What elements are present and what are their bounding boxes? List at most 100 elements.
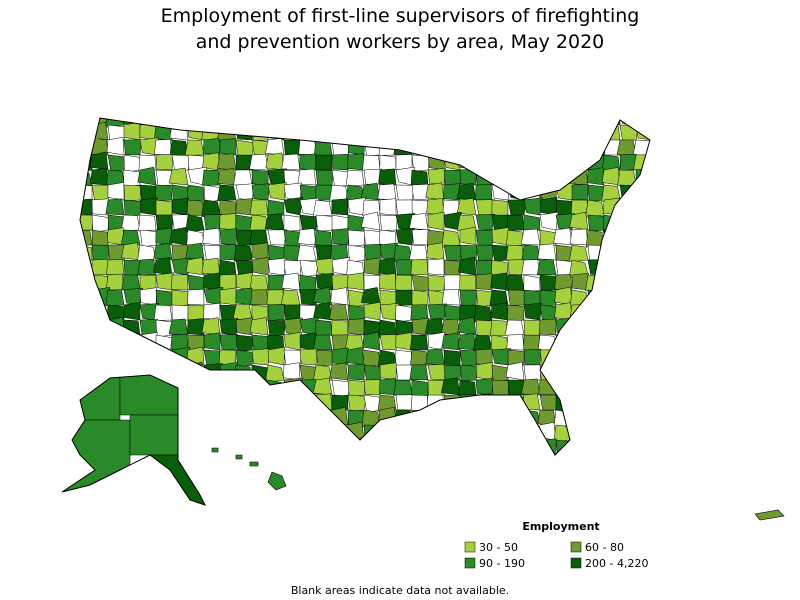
map-area — [80, 346, 96, 366]
map-area — [523, 197, 543, 216]
map-area — [619, 118, 639, 126]
map-area — [587, 452, 605, 455]
map-area — [603, 439, 621, 455]
map-area — [233, 244, 253, 262]
map-area — [652, 410, 668, 427]
legend-label: 30 - 50 — [479, 541, 518, 554]
map-area — [395, 274, 413, 291]
map-area — [186, 199, 205, 217]
map-area — [395, 227, 415, 246]
map-area — [617, 348, 637, 366]
map-area — [235, 123, 254, 141]
map-area — [553, 227, 573, 246]
map-area — [555, 439, 575, 455]
map-area — [475, 409, 493, 427]
map-area — [283, 408, 303, 426]
map-area — [123, 169, 141, 188]
map-area — [219, 287, 237, 306]
map-area — [347, 318, 366, 336]
map-area — [312, 377, 333, 396]
map-area — [315, 154, 333, 171]
map-area — [585, 303, 605, 321]
map-area — [315, 214, 335, 232]
map-area — [314, 229, 333, 248]
map-area — [602, 244, 621, 261]
map-area — [491, 199, 509, 217]
map-area — [571, 184, 589, 201]
map-area — [441, 424, 461, 441]
map-area — [283, 331, 302, 351]
map-area — [89, 331, 109, 351]
map-area — [331, 454, 349, 455]
map-area — [587, 118, 605, 128]
map-area — [265, 137, 285, 156]
map-area — [603, 408, 624, 426]
map-area — [571, 377, 591, 396]
map-area — [490, 302, 509, 321]
map-area — [505, 453, 525, 455]
map-area — [539, 454, 558, 455]
map-area — [650, 198, 668, 215]
map-area — [411, 124, 431, 143]
map-area — [459, 409, 478, 428]
map-area — [505, 123, 525, 141]
map-area — [312, 199, 333, 218]
map-area — [249, 199, 269, 216]
legend-swatch — [464, 557, 476, 569]
map-area — [363, 439, 383, 455]
map-area — [459, 349, 479, 367]
map-area — [218, 437, 237, 455]
map-area — [203, 214, 223, 231]
map-area — [507, 199, 528, 216]
map-area — [251, 242, 269, 261]
map-area — [283, 304, 303, 321]
map-area — [363, 243, 383, 261]
map-area — [635, 229, 650, 249]
map-area — [169, 122, 189, 141]
map-area — [632, 199, 650, 216]
map-area — [491, 422, 509, 441]
map-area — [392, 244, 413, 263]
map-area — [632, 349, 650, 369]
map-area — [169, 227, 189, 246]
map-area — [80, 122, 95, 141]
map-area — [601, 167, 621, 186]
map-area — [506, 436, 525, 455]
map-area — [619, 379, 637, 398]
map-area — [459, 139, 478, 158]
map-area — [299, 259, 320, 278]
map-area — [280, 289, 301, 307]
map-area — [234, 424, 253, 443]
map-area — [408, 244, 429, 262]
map-area — [474, 439, 493, 455]
map-area — [378, 257, 397, 276]
map-area — [458, 118, 477, 127]
map-area — [427, 303, 447, 321]
map-area — [362, 154, 381, 171]
map-area — [120, 214, 141, 231]
map-area — [523, 454, 544, 455]
map-area — [203, 437, 222, 455]
map-area — [552, 118, 573, 126]
map-area — [586, 394, 605, 412]
map-area — [555, 123, 573, 141]
map-area — [267, 319, 287, 337]
map-area — [491, 227, 509, 246]
map-area — [652, 215, 669, 231]
map-area — [379, 198, 397, 216]
map-area — [603, 118, 621, 126]
map-area — [601, 364, 621, 381]
map-area — [139, 332, 158, 351]
map-area — [523, 364, 542, 381]
map-area — [635, 286, 650, 306]
map-area — [264, 213, 285, 231]
map-area — [395, 332, 413, 351]
map-area — [539, 154, 560, 173]
map-area — [634, 409, 650, 426]
map-area — [457, 454, 477, 455]
map-area — [347, 272, 365, 291]
map-area — [251, 452, 270, 455]
map-area — [331, 124, 351, 141]
map-area — [600, 259, 621, 276]
map-area — [331, 379, 352, 398]
